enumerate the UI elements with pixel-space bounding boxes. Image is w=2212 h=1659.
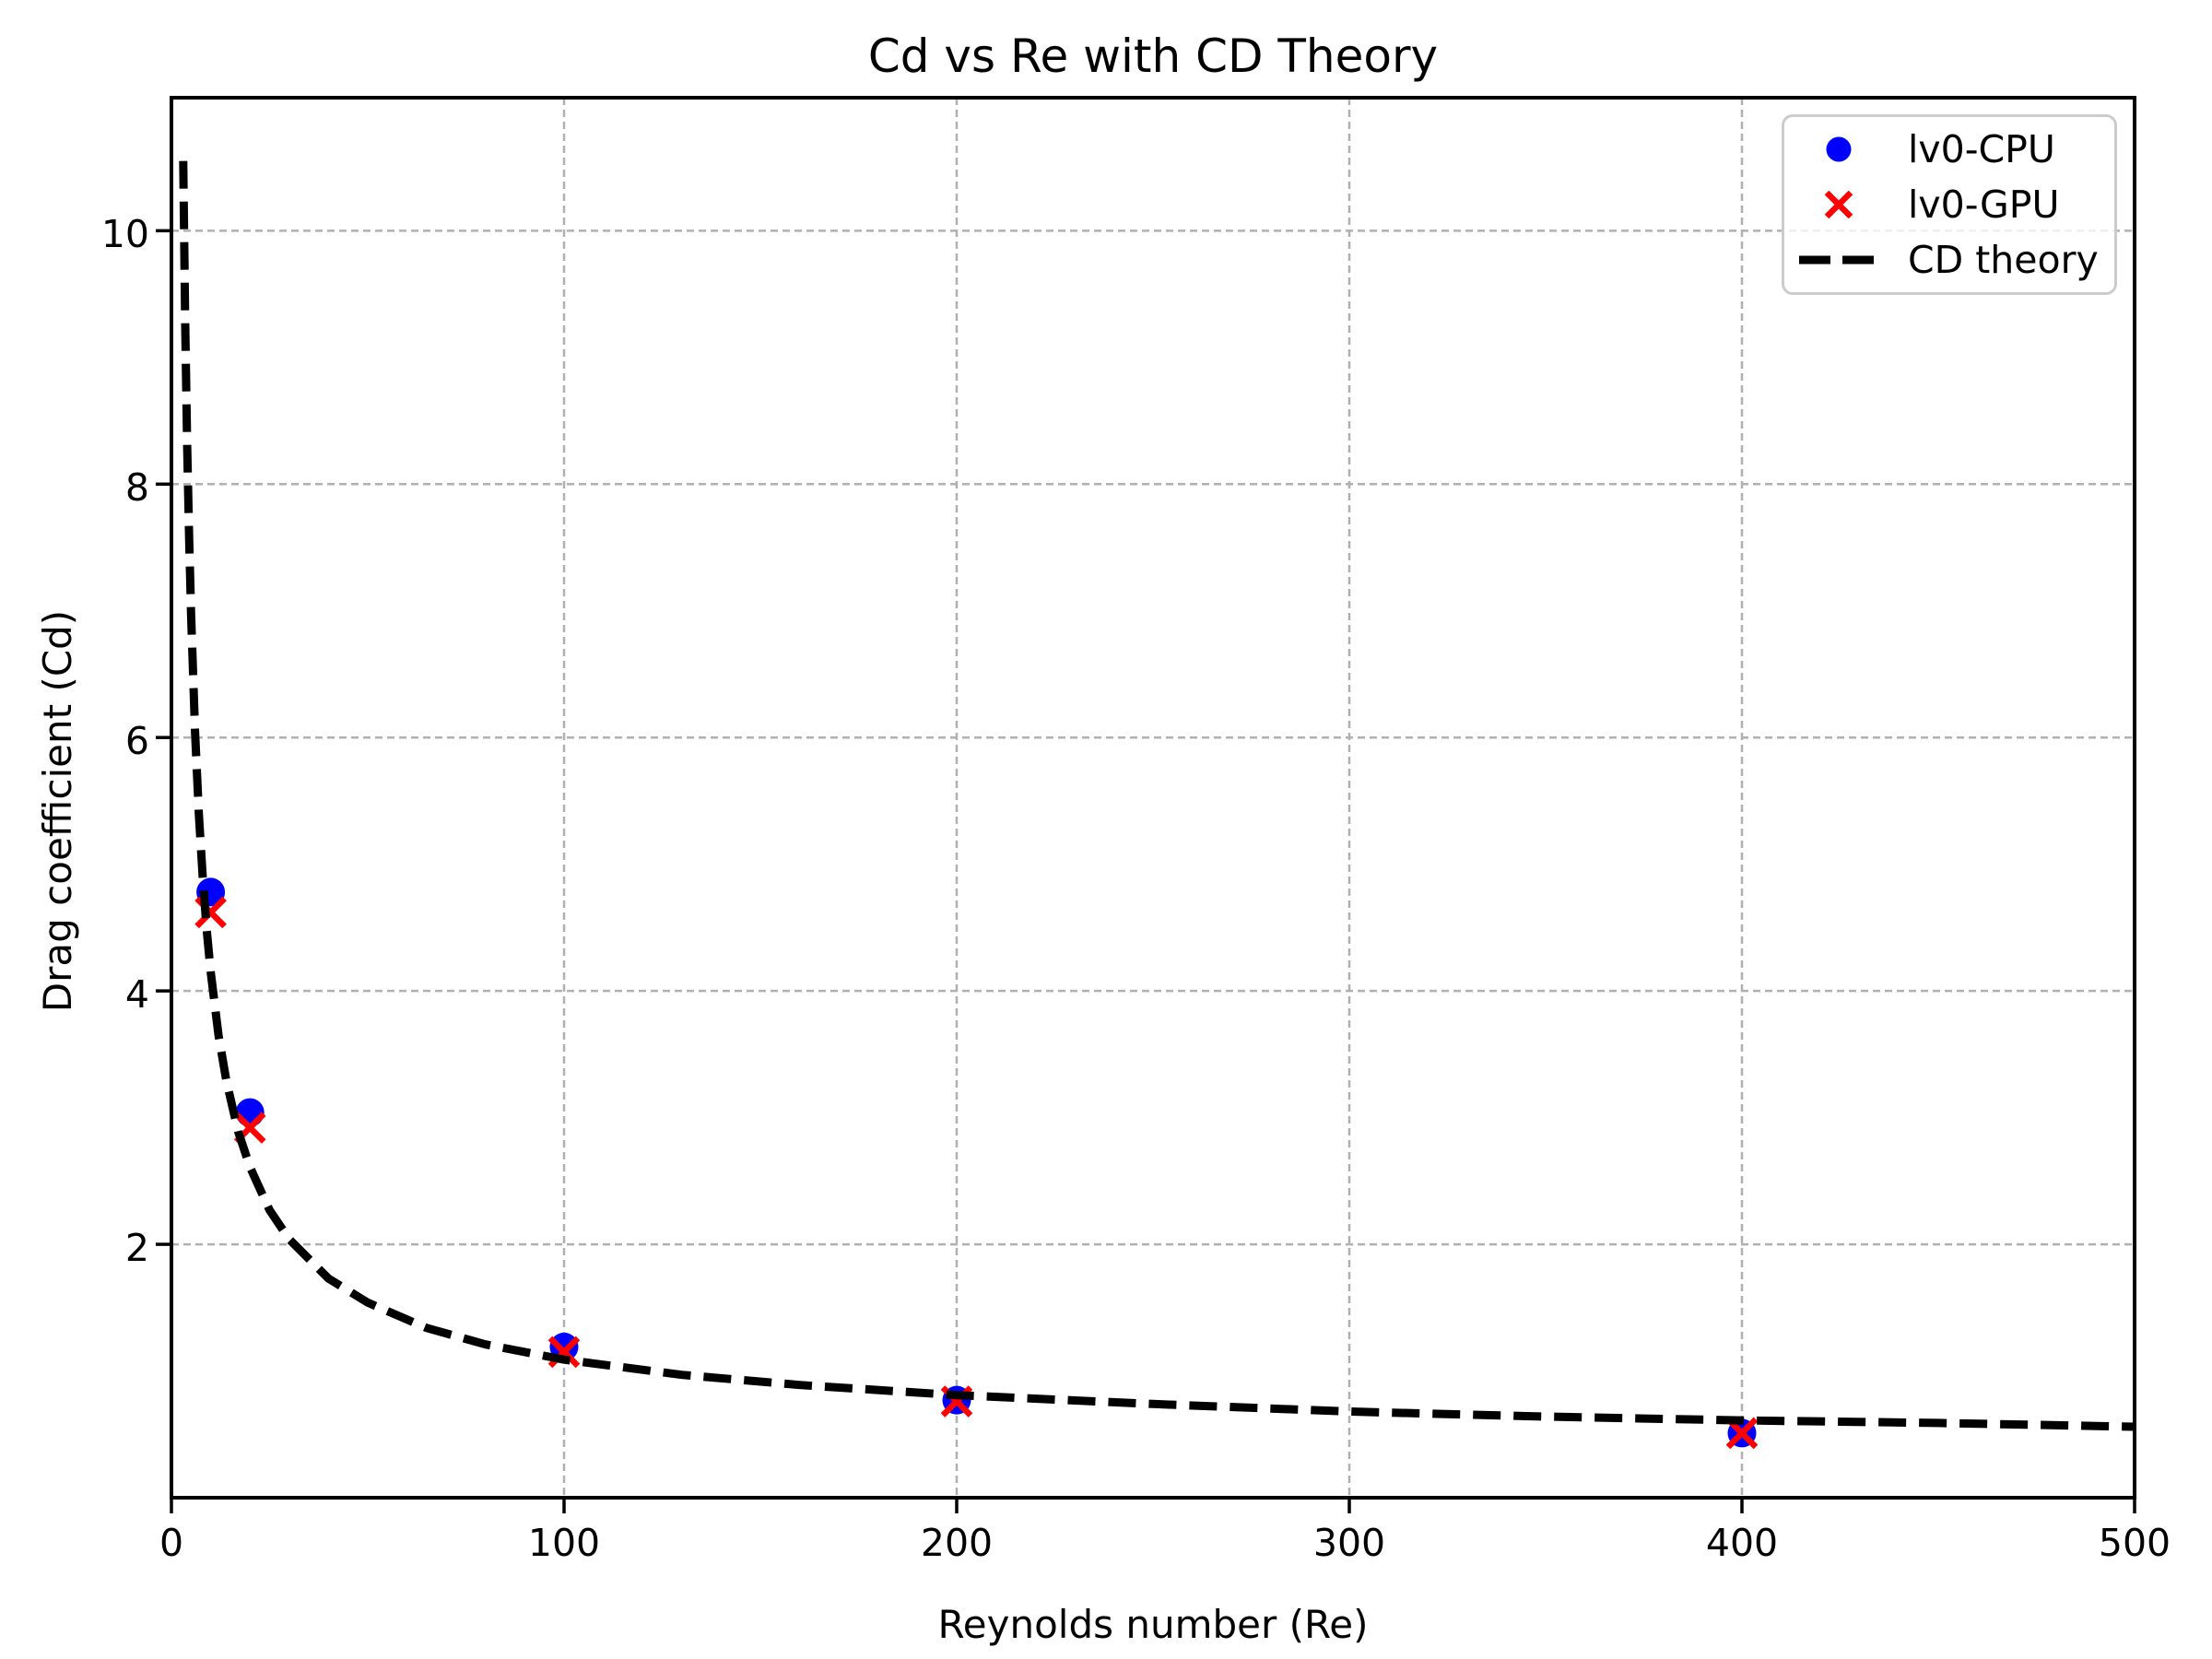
gpu-data-point bbox=[1725, 1417, 1759, 1450]
legend-entry-gpu: lv0-GPU bbox=[1784, 178, 2114, 231]
x-tick-label: 100 bbox=[527, 1521, 601, 1565]
x-axis-label: Reynolds number (Re) bbox=[937, 1602, 1369, 1647]
y-tick-label: 8 bbox=[124, 465, 149, 511]
x-tick-label: 0 bbox=[159, 1521, 184, 1565]
axes-frame bbox=[170, 96, 2136, 1500]
y-tick-label: 6 bbox=[124, 719, 149, 764]
legend-label-theory: CD theory bbox=[1908, 237, 2099, 282]
x-tick-label: 300 bbox=[1312, 1521, 1386, 1565]
x-tick-label: 200 bbox=[920, 1521, 994, 1565]
y-tick-label: 4 bbox=[124, 972, 149, 1018]
legend-entry-theory: CD theory bbox=[1784, 233, 2114, 287]
legend: lv0-CPU lv0-GPU CD theory bbox=[1782, 114, 2117, 295]
y-axis-label: Drag coefficient (Cd) bbox=[35, 609, 80, 1013]
theory-curve bbox=[179, 160, 2136, 1431]
x-tick-label: 500 bbox=[2098, 1521, 2171, 1565]
x-tick-label: 400 bbox=[1705, 1521, 1779, 1565]
y-tick-label: 10 bbox=[100, 212, 149, 257]
legend-label-gpu: lv0-GPU bbox=[1908, 182, 2060, 227]
theory-dash-marker-icon bbox=[1784, 254, 1893, 265]
cpu-data-point bbox=[235, 1098, 265, 1127]
legend-entry-cpu: lv0-CPU bbox=[1784, 123, 2114, 176]
y-tick-label: 2 bbox=[124, 1226, 149, 1271]
legend-label-cpu: lv0-CPU bbox=[1908, 126, 2055, 171]
gpu-data-point bbox=[194, 896, 227, 929]
cpu-circle-marker-icon bbox=[1784, 131, 1893, 168]
gpu-x-marker-icon bbox=[1784, 186, 1893, 223]
chart-title: Cd vs Re with CD Theory bbox=[867, 29, 1439, 83]
